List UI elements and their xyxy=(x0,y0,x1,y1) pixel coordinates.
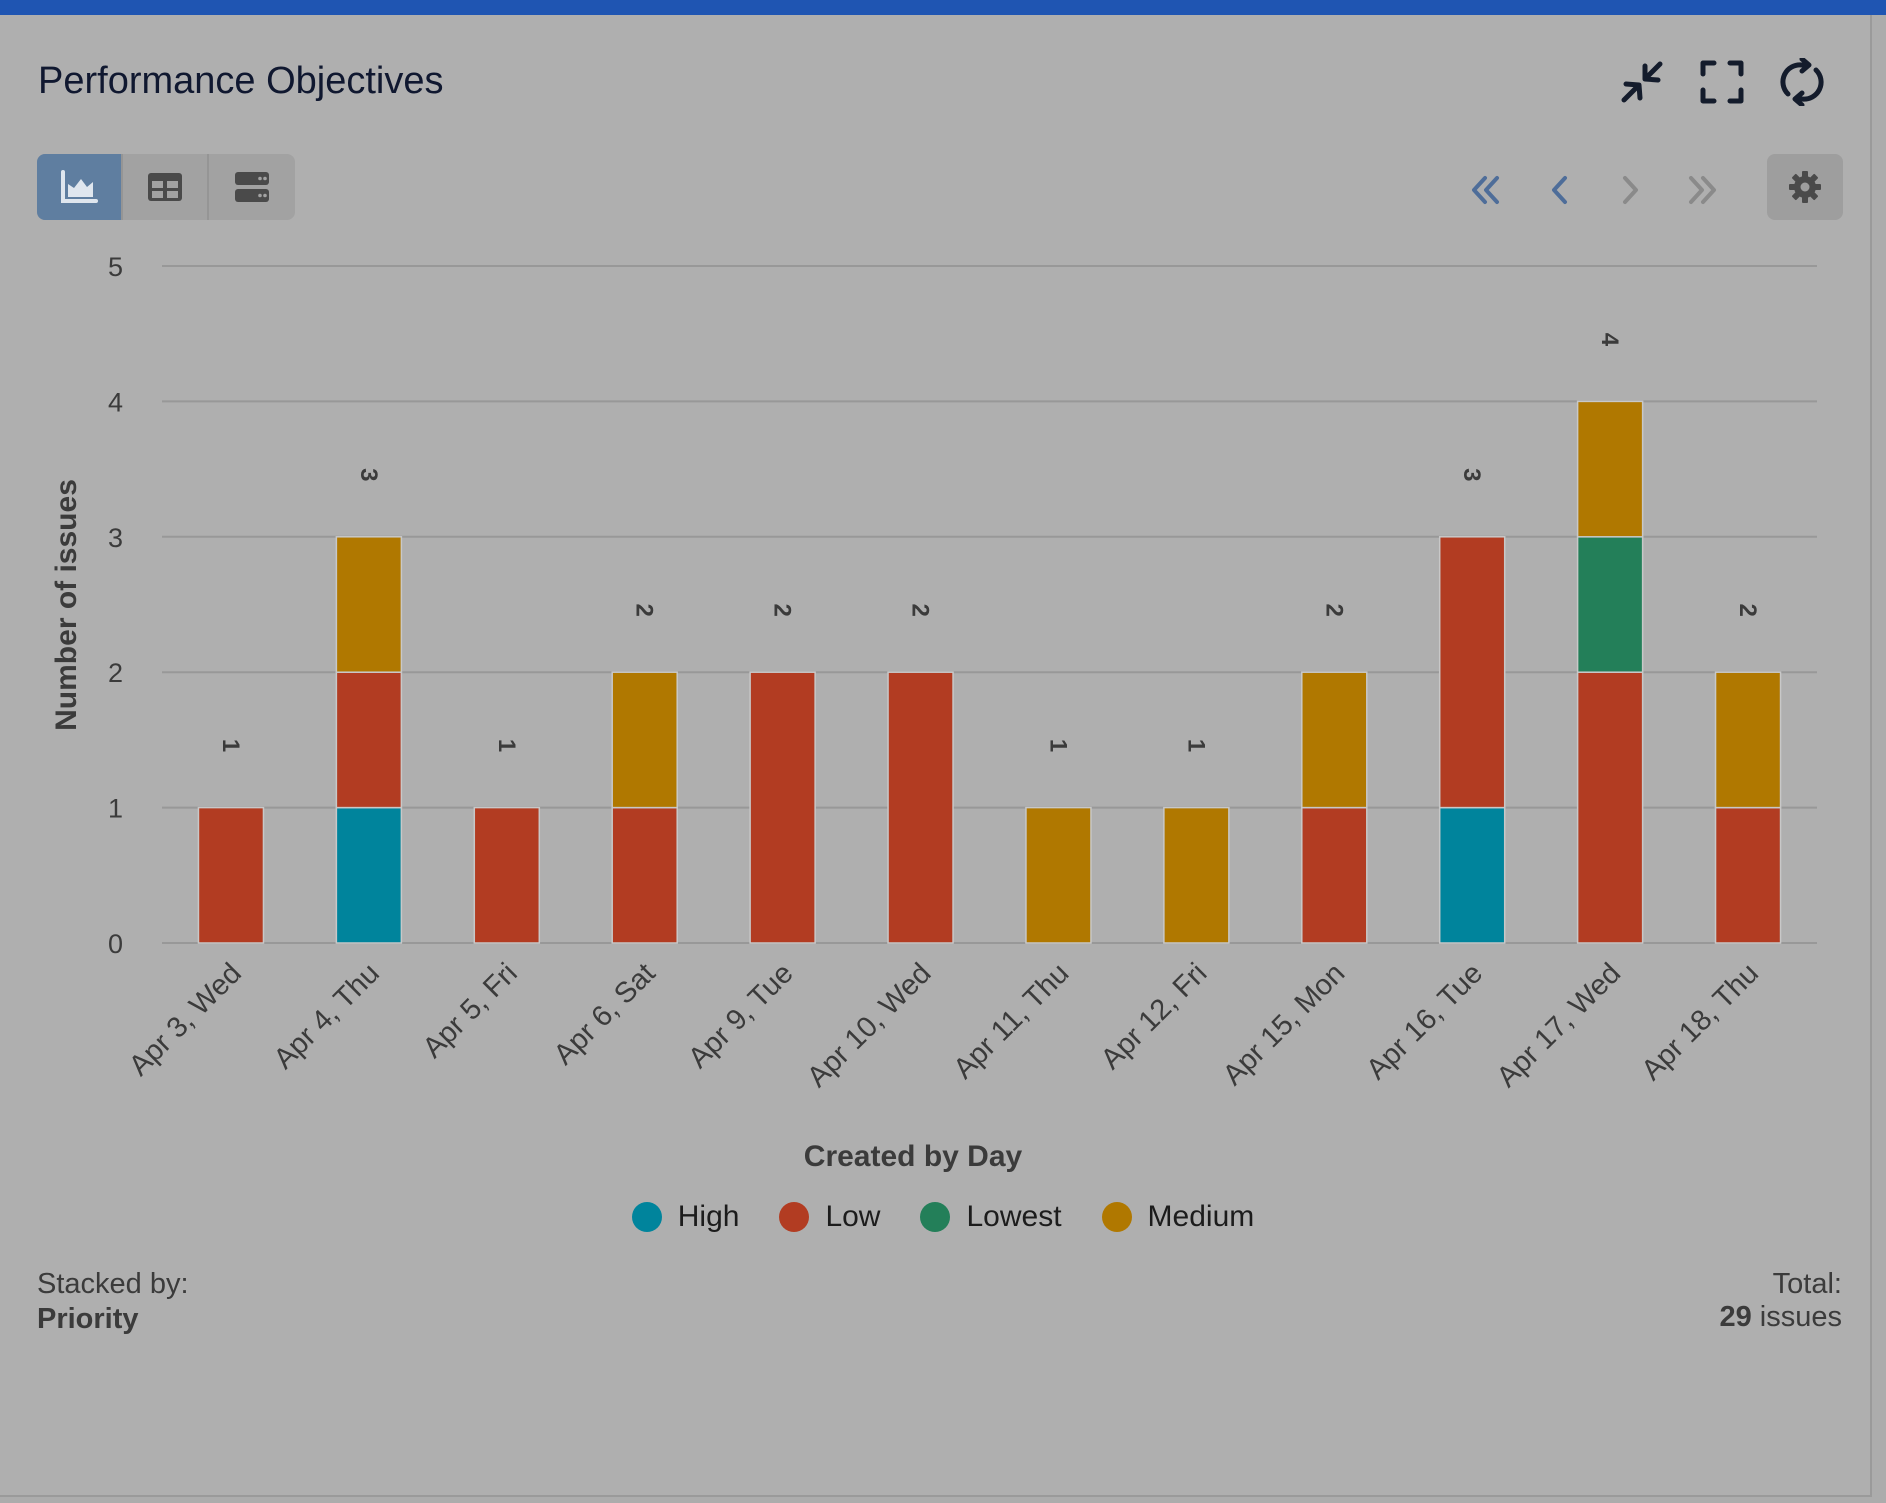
fullscreen-icon[interactable] xyxy=(1698,58,1746,106)
total-label: Total: xyxy=(1772,1268,1842,1300)
total-unit: issues xyxy=(1759,1301,1842,1333)
bar-total-label: 2 xyxy=(1734,604,1761,617)
bar-segment-low xyxy=(1438,536,1506,809)
y-axis-label: Number of issues xyxy=(50,479,83,731)
x-tick-label: Apr 12, Fri xyxy=(1095,957,1213,1075)
total-number: 29 xyxy=(1719,1301,1752,1333)
stacked-by-info: Stacked by: Priority xyxy=(37,1268,189,1336)
legend-swatch xyxy=(631,1202,662,1232)
bar-segment-low xyxy=(1301,806,1368,944)
bar-total-label: 3 xyxy=(1458,468,1485,481)
bar-segment-low xyxy=(887,671,954,944)
refresh-icon[interactable] xyxy=(1778,56,1826,108)
view-toggle xyxy=(37,154,295,220)
chevron-right-icon[interactable] xyxy=(1610,170,1650,210)
x-tick-label: Apr 6, Sat xyxy=(548,957,662,1071)
x-tick-label: Apr 5, Fri xyxy=(417,957,524,1064)
bar-segment-lowest xyxy=(1576,536,1644,673)
bar-segment-medium xyxy=(1714,671,1782,809)
x-tick-label: Apr 15, Mon xyxy=(1217,957,1351,1091)
chevrons-left-icon[interactable] xyxy=(1466,170,1506,210)
x-tick-label: Apr 3, Wed xyxy=(123,957,248,1082)
legend-item-lowest[interactable]: Lowest xyxy=(920,1200,1062,1234)
chevron-left-icon[interactable] xyxy=(1540,170,1580,210)
list-icon xyxy=(235,172,269,202)
x-tick-label: Apr 11, Thu xyxy=(948,957,1076,1085)
list-view-button[interactable] xyxy=(209,154,295,220)
x-axis-label: Created by Day xyxy=(804,1140,1023,1173)
y-tick-label: 2 xyxy=(108,658,123,688)
bar-segment-low xyxy=(749,671,816,944)
page-title: Performance Objectives xyxy=(38,60,444,102)
bar-total-label: 1 xyxy=(1182,739,1209,752)
legend-label: Low xyxy=(825,1200,881,1233)
legend-swatch xyxy=(920,1202,951,1232)
chart-legend: High Low Lowest Medium xyxy=(0,1200,1886,1234)
accent-top-bar xyxy=(0,0,1886,15)
bar-segment-medium xyxy=(1576,400,1644,538)
bar-total-label: 3 xyxy=(355,468,382,481)
y-tick-label: 3 xyxy=(108,523,123,553)
bar-segment-low xyxy=(473,806,541,944)
y-tick-label: 0 xyxy=(108,929,123,959)
bar-total-label: 1 xyxy=(217,739,244,752)
x-tick-label: Apr 10, Wed xyxy=(801,957,937,1093)
bar-segment-medium xyxy=(335,536,403,673)
legend-item-low[interactable]: Low xyxy=(779,1200,880,1234)
bar-segment-medium xyxy=(1301,671,1368,809)
legend-item-high[interactable]: High xyxy=(631,1200,740,1234)
bar-total-label: 2 xyxy=(1320,604,1347,617)
stacked-by-label: Stacked by: xyxy=(37,1268,189,1300)
gear-icon xyxy=(1789,171,1821,203)
bar-segment-high xyxy=(335,806,403,944)
bar-segment-high xyxy=(1438,806,1506,944)
bar-total-label: 1 xyxy=(1044,739,1071,752)
legend-item-medium[interactable]: Medium xyxy=(1101,1200,1255,1234)
legend-label: Medium xyxy=(1147,1200,1255,1233)
y-tick-label: 4 xyxy=(108,387,123,417)
chart-view-button[interactable] xyxy=(37,154,123,220)
bar-segment-low xyxy=(1576,671,1644,944)
y-tick-label: 1 xyxy=(108,794,123,824)
x-tick-label: Apr 17, Wed xyxy=(1491,957,1627,1093)
legend-swatch xyxy=(1101,1202,1132,1232)
bar-segment-low xyxy=(335,671,403,809)
bar-segment-low xyxy=(197,806,265,944)
bar-segment-medium xyxy=(611,671,678,809)
x-tick-label: Apr 18, Thu xyxy=(1636,957,1765,1086)
x-tick-label: Apr 16, Tue xyxy=(1361,957,1490,1086)
bar-segment-medium xyxy=(1025,806,1092,944)
bar-total-label: 2 xyxy=(631,604,658,617)
bar-segment-low xyxy=(611,806,678,944)
bar-segment-low xyxy=(1714,806,1782,944)
total-info: Total: 29 issues xyxy=(1719,1268,1842,1334)
table-view-button[interactable] xyxy=(123,154,209,220)
legend-swatch xyxy=(779,1202,810,1232)
stacked-by-value: Priority xyxy=(37,1303,139,1335)
bar-total-label: 2 xyxy=(769,604,796,617)
bar-total-label: 1 xyxy=(493,739,520,752)
area-chart-icon xyxy=(61,170,98,203)
legend-label: High xyxy=(677,1200,740,1233)
bar-total-label: 2 xyxy=(907,604,934,617)
y-tick-label: 5 xyxy=(108,252,123,282)
legend-label: Lowest xyxy=(966,1200,1062,1233)
x-tick-label: Apr 4, Thu xyxy=(268,957,386,1075)
settings-button[interactable] xyxy=(1767,154,1843,220)
table-icon xyxy=(148,173,182,201)
bar-total-label: 4 xyxy=(1596,333,1623,347)
minimize-icon[interactable] xyxy=(1618,58,1666,106)
bar-segment-medium xyxy=(1163,806,1230,944)
chevrons-right-icon[interactable] xyxy=(1682,170,1722,210)
x-tick-label: Apr 9, Tue xyxy=(682,957,799,1074)
